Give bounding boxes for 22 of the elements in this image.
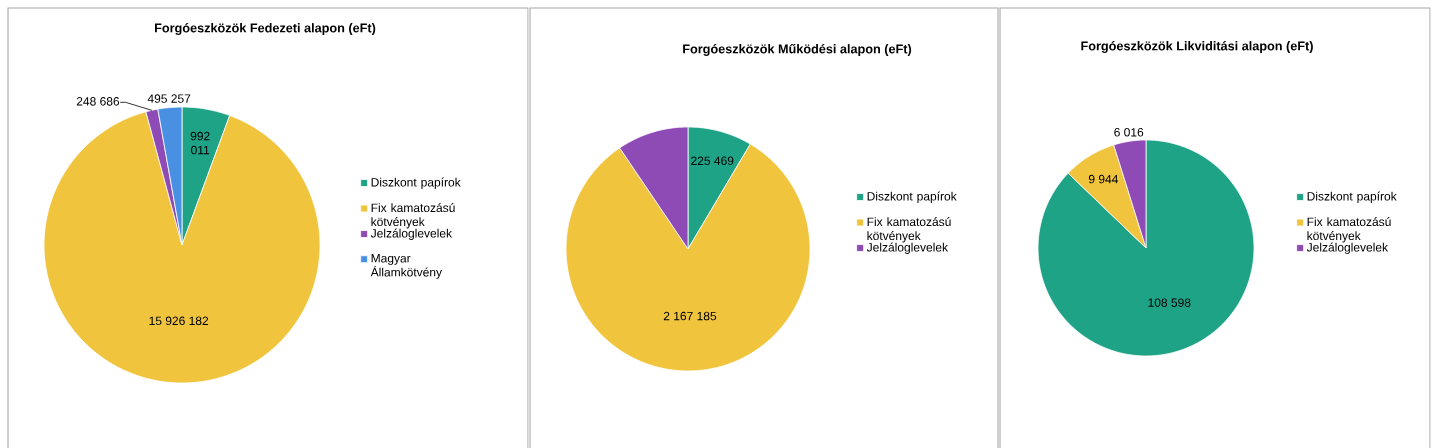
chart-title: Forgóeszközök Működési alapon (eFt) [683,44,912,56]
data-label: 15 926 182 [149,316,209,326]
chart-title: Forgóeszközök Fedezeti alapon (eFt) [155,23,376,35]
data-label: 2 167 185 [663,311,717,321]
legend-label: Fix kamatozású kötvények [1307,217,1391,243]
legend-label: Diszkont papírok [1307,191,1397,203]
legend-label: Fix kamatozású kötvények [867,217,951,243]
legend-label: Magyar Államkötvény [370,254,442,279]
data-label: 9 944 [1088,174,1119,184]
data-label: 248 686 [76,97,120,106]
legend-label: Jelzáloglevelek [866,242,949,254]
data-label: 992 011 [190,131,210,155]
data-label: 495 257 [147,94,191,103]
legend-label: Fix kamatozású kötvények [371,203,455,229]
data-label: 108 598 [1148,298,1191,307]
chart-title: Forgóeszközök Likviditási alapon (eFt) [1081,41,1313,53]
legend-label: Jelzáloglevelek [370,228,453,240]
data-label: 6 016 [1114,128,1144,137]
legend-label: Diszkont papírok [867,191,957,203]
legend-label: Jelzáloglevelek [1306,242,1389,254]
legend-label: Diszkont papírok [371,177,461,189]
data-label: 225 469 [691,156,734,166]
